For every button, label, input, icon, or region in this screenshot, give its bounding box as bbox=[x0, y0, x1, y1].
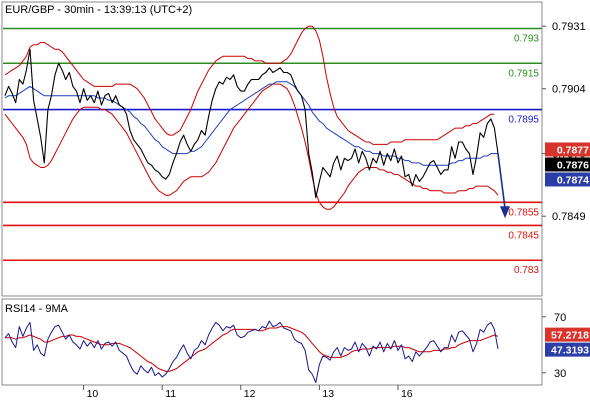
rsi-y-axis: 70 30 bbox=[542, 312, 566, 380]
rsi-badge-label-2: 47.3193 bbox=[551, 345, 589, 357]
forecast-arrow bbox=[497, 153, 510, 219]
price-badge-2 bbox=[545, 157, 590, 172]
x-tick-label-1: 10 bbox=[87, 388, 99, 400]
level-label-3: 0.7895 bbox=[508, 115, 539, 126]
forecast-arrow-head bbox=[500, 206, 510, 219]
price-y-axis: 0.7931 0.7904 0.7876 0.7849 bbox=[542, 21, 586, 223]
price-tick-label-1: 0.7931 bbox=[552, 21, 586, 33]
price-badge-1 bbox=[545, 142, 590, 157]
lower-band-line bbox=[4, 83, 499, 210]
x-tick-label-5: 16 bbox=[401, 388, 413, 400]
rsi-line bbox=[4, 320, 499, 384]
level-label-2: 0.7915 bbox=[508, 68, 539, 79]
rsi-badge-2 bbox=[545, 342, 590, 357]
x-tick-label-4: 13 bbox=[322, 388, 334, 400]
x-tick-label-2: 11 bbox=[165, 388, 176, 400]
price-panel-frame bbox=[1, 1, 543, 297]
rsi-badge-label-1: 57.2718 bbox=[551, 330, 589, 342]
rsi-badges: 57.2718 47.3193 bbox=[545, 327, 590, 357]
level-label-6: 0.783 bbox=[514, 265, 539, 276]
moving-average-line bbox=[4, 81, 498, 166]
price-line bbox=[4, 48, 499, 199]
rsi-tick-label-1: 70 bbox=[554, 312, 566, 324]
price-tick-label-2: 0.7904 bbox=[552, 84, 586, 96]
forecast-arrow-shaft bbox=[497, 153, 506, 209]
price-badge-label-3: 0.7874 bbox=[557, 174, 589, 186]
price-badge-label-1: 0.7877 bbox=[557, 144, 589, 156]
price-chart-title: EUR/GBP - 30min - 13:39:13 (UTC+2) bbox=[5, 4, 192, 16]
level-label-1: 0.793 bbox=[514, 33, 539, 44]
rsi-badge-1 bbox=[545, 327, 590, 342]
price-badge-label-2: 0.7876 bbox=[557, 159, 589, 171]
price-tick-label-4: 0.7849 bbox=[552, 211, 586, 223]
price-badges: 0.7877 0.7876 0.7874 bbox=[545, 142, 590, 187]
level-label-4: 0.7855 bbox=[508, 207, 539, 218]
x-tick-label-3: 12 bbox=[244, 388, 256, 400]
upper-band-line bbox=[4, 25, 495, 145]
price-badge-3 bbox=[545, 172, 590, 187]
rsi-chart-title: RSI14 - 9MA bbox=[5, 303, 69, 315]
rsi-panel-frame bbox=[1, 298, 543, 386]
price-series bbox=[4, 25, 499, 210]
level-label-5: 0.7845 bbox=[508, 230, 539, 241]
rsi-tick-label-2: 30 bbox=[554, 368, 566, 380]
rsi-ma-line bbox=[5, 326, 499, 372]
rsi-series bbox=[4, 320, 499, 384]
x-axis: 10 11 12 13 16 bbox=[83, 385, 413, 400]
